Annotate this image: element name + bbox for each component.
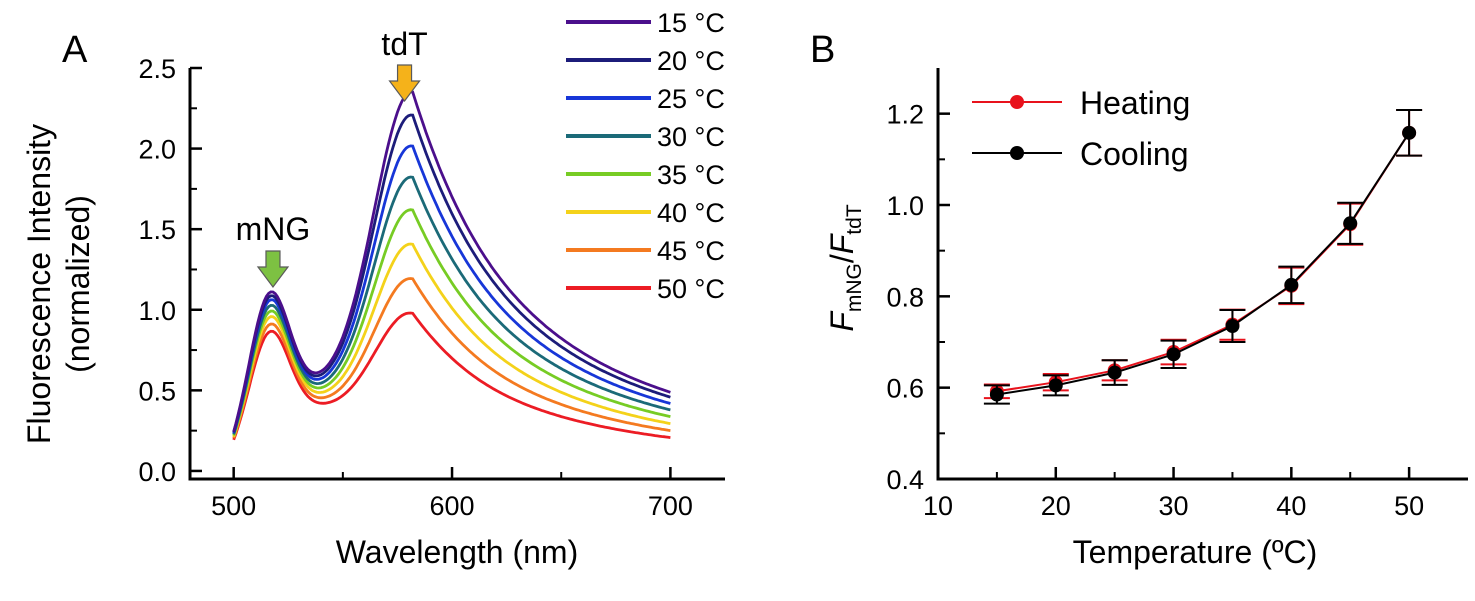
panel-b-legend: Heating Cooling xyxy=(972,85,1190,172)
cooling-point xyxy=(989,387,1004,402)
legend-label-15c: 15 °C xyxy=(657,8,725,38)
panel-a-y-tick-label: 2.5 xyxy=(138,54,176,84)
spectrum-line-20c xyxy=(232,113,671,433)
legend-label-20c: 20 °C xyxy=(657,46,725,76)
panel-b-axes: 0.4 0.6 0.8 1.0 1.2 10 20 30 40 50 xyxy=(886,68,1468,521)
panel-a-y-tick-label: 2.0 xyxy=(138,135,176,165)
cooling-point xyxy=(1284,277,1299,292)
panel-a: A 0.0 0.5 1.0 1.5 2.0 2.5 500 600 700 Wavelength… xyxy=(21,8,725,570)
panel-b-plot xyxy=(983,109,1423,405)
cooling-point xyxy=(1343,216,1358,231)
spectrum-line-30c xyxy=(232,175,671,435)
panel-a-plot xyxy=(232,90,671,441)
panel-a-label: A xyxy=(62,29,88,71)
legend-marker-cooling xyxy=(1010,146,1024,160)
legend-label-40c: 40 °C xyxy=(657,198,725,228)
panel-a-y-axis-label-2: (normalized) xyxy=(60,195,96,373)
legend-marker-heating xyxy=(1010,95,1024,109)
panel-a-y-axis-label: Fluorescence Intensity xyxy=(21,124,57,444)
spectrum-line-35c xyxy=(232,208,671,436)
panel-a-legend: 15 °C 20 °C 25 °C 30 °C 35 °C 40 °C 45 °C 50 °C xyxy=(566,8,725,304)
spectrum-line-40c xyxy=(232,242,671,438)
y-label-f1: F xyxy=(824,310,860,332)
spectrum-line-25c xyxy=(232,144,671,434)
panel-a-y-tick-label: 1.0 xyxy=(138,296,176,326)
panel-b-x-tick-label: 40 xyxy=(1276,491,1306,521)
panel-b-y-axis-label: FmNG/FtdT xyxy=(824,204,866,331)
y-label-sub2: tdT xyxy=(843,204,866,235)
panel-b-y-tick-label: 0.4 xyxy=(886,465,924,495)
panel-b-x-tick-label: 20 xyxy=(1041,491,1071,521)
panel-b-x-tick-label: 50 xyxy=(1394,491,1424,521)
y-label-sub1: mNG xyxy=(843,263,866,312)
panel-a-x-tick-label: 500 xyxy=(211,491,256,521)
panel-a-y-tick-label: 0.0 xyxy=(138,457,176,487)
annotation-label-mNG: mNG xyxy=(236,211,311,247)
panel-b-y-tick-label: 1.2 xyxy=(886,100,924,130)
cooling-point xyxy=(1048,378,1063,393)
panel-a-axes: 0.0 0.5 1.0 1.5 2.0 2.5 500 600 700 xyxy=(138,54,725,521)
cooling-point xyxy=(1166,347,1181,362)
panel-a-x-tick-label: 600 xyxy=(430,491,475,521)
legend-label-45c: 45 °C xyxy=(657,236,725,266)
panel-a-y-tick-label: 1.5 xyxy=(138,215,176,245)
cooling-point xyxy=(1225,319,1240,334)
panel-a-axis-lines xyxy=(188,68,725,481)
y-label-f2: F xyxy=(824,232,860,254)
legend-label-cooling: Cooling xyxy=(1080,136,1189,172)
panel-b-x-tick-label: 10 xyxy=(923,491,953,521)
panel-b-x-axis-label: Temperature (ºC) xyxy=(1073,534,1318,570)
panel-a-annotations: mNG tdT xyxy=(236,26,428,288)
legend-label-heating: Heating xyxy=(1080,85,1190,121)
spectrum-line-45c xyxy=(232,277,671,439)
panel-b-label: B xyxy=(810,29,835,71)
cooling-point xyxy=(1107,365,1122,380)
legend-label-25c: 25 °C xyxy=(657,84,725,114)
annotation-arrow-mNG xyxy=(256,250,290,288)
panel-b-y-tick-label: 0.8 xyxy=(886,282,924,312)
panel-b-y-tick-label: 1.0 xyxy=(886,191,924,221)
heating-line xyxy=(996,132,1410,393)
y-label-slash: / xyxy=(824,254,860,263)
panel-a-y-tick-label: 0.5 xyxy=(138,376,176,406)
panel-b-x-tick-label: 30 xyxy=(1159,491,1189,521)
legend-label-35c: 35 °C xyxy=(657,160,725,190)
spectrum-line-50c xyxy=(232,311,671,441)
spectrum-line-15c xyxy=(232,90,671,432)
panel-b: B 0.4 0.6 0.8 1.0 1.2 10 20 30 40 50 Temperature … xyxy=(810,29,1468,570)
panel-a-x-tick-label: 700 xyxy=(648,491,693,521)
cooling-line xyxy=(996,132,1410,396)
annotation-label-tdT: tdT xyxy=(381,26,427,62)
panel-b-y-tick-label: 0.6 xyxy=(886,374,924,404)
cooling-point xyxy=(1402,125,1417,140)
panel-b-axis-lines xyxy=(936,68,1468,481)
panel-a-x-axis-label: Wavelength (nm) xyxy=(336,534,578,570)
legend-label-30c: 30 °C xyxy=(657,122,725,152)
annotation-arrow-tdT xyxy=(388,64,421,102)
legend-label-50c: 50 °C xyxy=(657,274,725,304)
